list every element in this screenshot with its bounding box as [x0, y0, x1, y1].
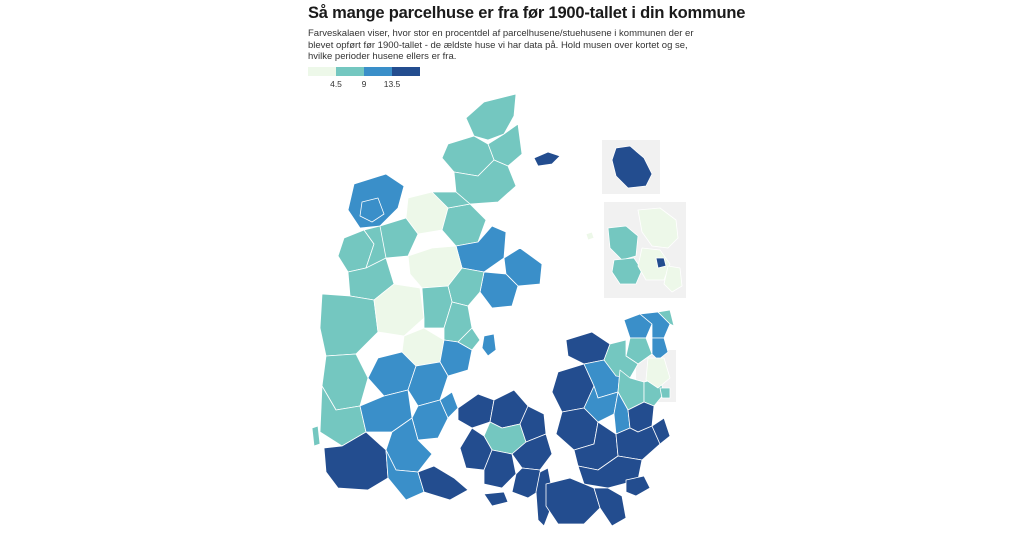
municipality-fanoe[interactable] [311, 425, 321, 447]
map-figure: Så mange parcelhuse er fra før 1900-tall… [308, 0, 745, 536]
municipality-cph-southwest[interactable] [611, 257, 643, 285]
municipality-frederikssund[interactable] [603, 339, 639, 379]
municipality-middelfart[interactable] [457, 393, 495, 429]
municipality-kerteminde[interactable] [519, 405, 547, 443]
municipality-odder[interactable] [457, 327, 481, 351]
municipality-ringkoebing[interactable] [319, 293, 379, 357]
legend-tick-3: 13.5 [383, 79, 401, 89]
municipality-hjoerring[interactable] [465, 93, 517, 141]
municipality-cph-west[interactable] [607, 225, 639, 261]
municipality-moen[interactable] [625, 475, 651, 497]
legend-swatch-3 [364, 67, 392, 76]
legend-tick-1: 4.5 [330, 79, 342, 89]
municipality-guldborgsund[interactable] [593, 487, 627, 527]
municipality-stevns[interactable] [651, 417, 671, 445]
municipality-cph-center[interactable] [637, 247, 671, 281]
color-legend: 4.5 9 13.5 [308, 67, 428, 91]
municipality-cph-east[interactable] [663, 265, 683, 293]
municipality-lolland[interactable] [545, 477, 601, 525]
municipality-samsoe[interactable] [481, 333, 497, 357]
municipality-hilleroed[interactable] [625, 337, 653, 365]
municipality-morsoe[interactable] [359, 197, 385, 223]
municipality-aeroe[interactable] [483, 491, 509, 507]
municipality-anholt[interactable] [585, 231, 595, 241]
municipality-odsherred[interactable] [565, 331, 611, 365]
municipality-halsnaes[interactable] [623, 313, 653, 339]
legend-tick-2: 9 [361, 79, 367, 89]
municipality-soenderborg[interactable] [417, 465, 469, 501]
municipality-bornholm[interactable] [611, 145, 653, 189]
municipality-laesoe[interactable] [533, 151, 561, 167]
municipality-helsingoer[interactable] [657, 309, 675, 327]
legend-swatch-4 [392, 67, 420, 76]
map-subtitle: Farveskalaen viser, hvor stor en procent… [308, 28, 694, 62]
municipality-cph-city[interactable] [655, 257, 667, 269]
municipality-cph-north[interactable] [637, 207, 679, 249]
denmark-municipality-map[interactable] [308, 88, 708, 528]
municipality-dragoer[interactable] [659, 387, 671, 399]
municipality-amager[interactable] [645, 357, 671, 389]
legend-swatch-2 [336, 67, 364, 76]
municipality-rebild[interactable] [431, 191, 471, 209]
legend-swatch-1 [308, 67, 336, 76]
municipality-fredensborg[interactable] [651, 337, 669, 361]
municipality-mariagerfjord[interactable] [441, 203, 487, 247]
map-title: Så mange parcelhuse er fra før 1900-tall… [308, 4, 746, 22]
